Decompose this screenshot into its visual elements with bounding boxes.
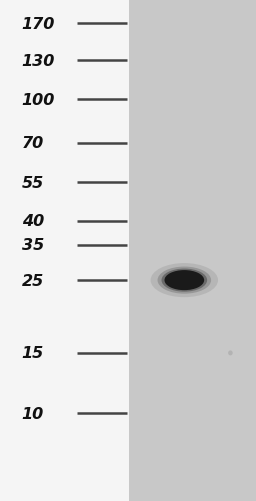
Text: 55: 55 (22, 175, 44, 190)
Text: 130: 130 (22, 54, 55, 69)
Text: 35: 35 (22, 238, 44, 253)
FancyBboxPatch shape (0, 0, 129, 501)
Ellipse shape (151, 264, 218, 298)
Text: 100: 100 (22, 93, 55, 108)
Ellipse shape (164, 271, 204, 291)
Ellipse shape (157, 267, 211, 294)
Ellipse shape (228, 351, 233, 356)
Ellipse shape (162, 269, 207, 292)
Text: 70: 70 (22, 136, 44, 151)
Text: 15: 15 (22, 346, 44, 361)
Text: 40: 40 (22, 214, 44, 229)
Text: 170: 170 (22, 17, 55, 32)
Text: 25: 25 (22, 273, 44, 288)
Text: 10: 10 (22, 406, 44, 421)
